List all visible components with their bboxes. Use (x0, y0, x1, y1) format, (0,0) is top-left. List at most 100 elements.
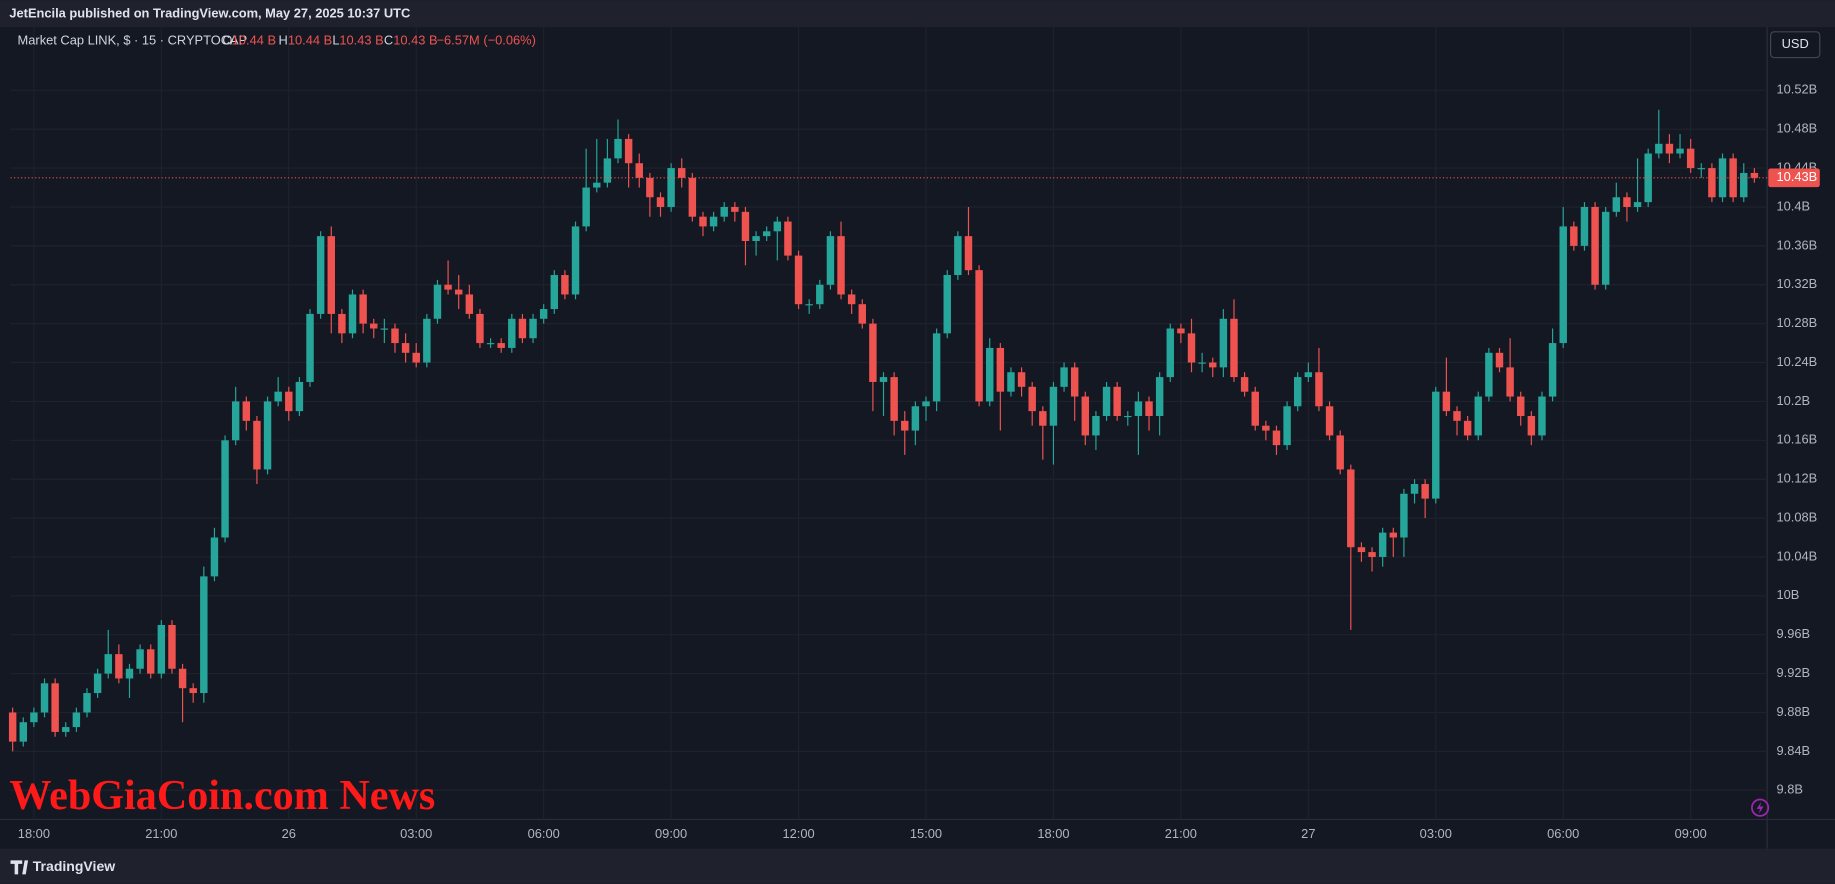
x-tick-label: 03:00 (1420, 826, 1452, 841)
legend-c: 10.43 B (393, 33, 437, 48)
alert-icon[interactable] (1751, 798, 1770, 817)
candle-body (1378, 532, 1387, 557)
candle-body (93, 673, 102, 694)
candle-body (699, 216, 707, 227)
x-tick-label: 03:00 (400, 826, 432, 841)
y-tick-label: 10.32B (1776, 276, 1817, 291)
candle-body (954, 236, 962, 276)
candle-body (1591, 206, 1599, 285)
candle-body (805, 304, 813, 306)
candle-body (720, 206, 728, 217)
legend-l-label: L (332, 33, 339, 48)
y-tick-label: 10B (1776, 587, 1799, 602)
candle-body (1453, 411, 1461, 421)
candle-body (1506, 367, 1514, 397)
candle-body (688, 177, 697, 217)
candle-body (338, 313, 346, 334)
watermark: WebGiaCoin.com News (9, 772, 435, 819)
candle-body (1145, 401, 1153, 416)
legend-o: 10.44 B (232, 33, 276, 48)
candle-body (1315, 372, 1323, 407)
candle-body (762, 231, 771, 237)
grid (10, 27, 1768, 820)
candle-body (51, 683, 59, 732)
candle-body (497, 343, 505, 348)
candle-body (444, 284, 452, 290)
candle-body (1155, 377, 1164, 416)
candle-body (561, 275, 569, 295)
candle-body (773, 221, 782, 232)
candle-body (858, 304, 866, 324)
candle-body (1389, 532, 1398, 538)
candle-body (30, 712, 38, 723)
candle-body (1432, 391, 1440, 499)
candle-body (1336, 435, 1344, 470)
candle-body (423, 318, 431, 363)
x-tick-label: 26 (282, 826, 296, 841)
candle-body (1697, 168, 1705, 170)
candle-body (104, 654, 112, 674)
candle-body (1081, 396, 1090, 436)
candle-body (571, 226, 580, 295)
last-price-label: 10.43B (1776, 169, 1817, 184)
y-tick-label: 9.88B (1776, 704, 1810, 719)
candle-body (1368, 552, 1376, 557)
currency-button[interactable] (1770, 31, 1821, 59)
candle-body (486, 343, 495, 345)
candle-body (646, 177, 654, 198)
published-line: JetEncila published on TradingView.com, … (9, 6, 410, 21)
x-tick-label: 21:00 (1165, 826, 1197, 841)
candle-body (1548, 343, 1557, 397)
candle-body (964, 236, 973, 271)
candle-body (529, 318, 537, 339)
candle-body (879, 377, 888, 382)
candle-body (401, 343, 410, 353)
last-price-tag (1768, 168, 1820, 188)
candle-body (1495, 352, 1504, 368)
candle-body (253, 420, 261, 470)
candle-body (667, 168, 675, 207)
candle-body (922, 401, 930, 407)
candle-body (221, 440, 229, 538)
currency-label[interactable]: USD (1782, 36, 1809, 51)
footer-bar (0, 848, 1835, 884)
candle-body (147, 649, 155, 674)
candle-body (1028, 386, 1036, 412)
y-tick-label: 10.24B (1776, 354, 1817, 369)
candle-body (1209, 362, 1217, 368)
candle-body (593, 182, 601, 188)
candle-body (837, 236, 845, 295)
candle-body (1665, 143, 1674, 154)
candle-body (125, 668, 134, 679)
candle-body (1729, 158, 1737, 198)
candle-body (327, 236, 335, 314)
labels: 9.8B 9.84B 9.88B 9.92B 9.96B 10B 10.04B 10.08B 1… (10, 82, 1820, 841)
candle-body (370, 323, 378, 329)
y-tick-label: 9.8B (1776, 782, 1802, 797)
x-tick-label: 06:00 (1547, 826, 1579, 841)
candle-body (157, 624, 166, 674)
candle-body (391, 328, 399, 344)
candle-body (1686, 148, 1695, 169)
legend-c-label: C (384, 33, 393, 48)
candle-body (295, 381, 304, 412)
candle-body (8, 712, 17, 742)
y-tick-label: 9.96B (1776, 626, 1810, 641)
legend-h: 10.44 B (288, 33, 332, 48)
candle-body (242, 401, 251, 421)
candle-body (816, 284, 824, 305)
legend-o-label: O (222, 33, 232, 48)
x-tick-label: 09:00 (655, 826, 687, 841)
x-tick-label: 12:00 (782, 826, 814, 841)
candle-body (1750, 172, 1759, 178)
symbol-title: Market Cap LINK, $ · 15 · CRYPTOCAP (18, 33, 248, 48)
legend-h-label: H (279, 33, 288, 48)
candle-body (465, 294, 474, 314)
candle-body (359, 294, 367, 324)
x-tick-label: 27 (1301, 826, 1315, 841)
candle-body (263, 401, 272, 470)
candle-body (1283, 406, 1291, 446)
candle-body (794, 255, 803, 305)
candle-body (1198, 362, 1206, 364)
